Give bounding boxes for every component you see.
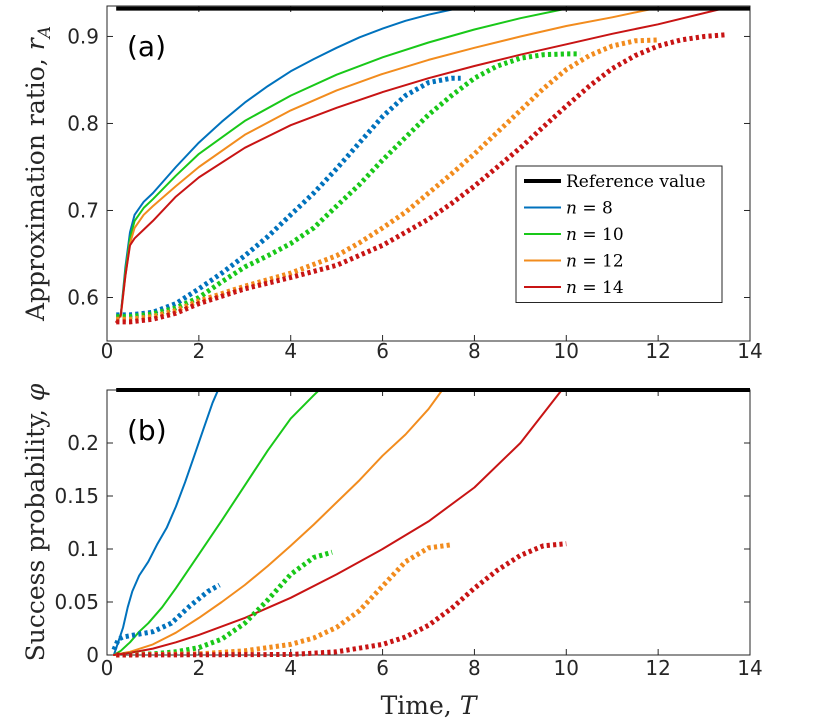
series-n-14-dotted xyxy=(116,541,567,658)
series-n-8 xyxy=(119,7,458,316)
x-tick-label: 4 xyxy=(284,656,297,680)
panel-b: 0 2 4 6 8 10 12 14 0 0.05 0.1 0.15 0.2 (b) Success pro… xyxy=(21,383,763,720)
legend: Reference value n = 8 n = 10 n = 12 n = 14 xyxy=(515,165,723,303)
series-n-8-dotted xyxy=(111,582,221,651)
y-tick-label: 0.7 xyxy=(67,198,99,222)
x-tick-label: 0 xyxy=(101,339,114,363)
y-axis-label: Approximation ratio, rA xyxy=(21,26,55,322)
y-tick-label: 0.05 xyxy=(54,590,99,614)
x-tick-label: 12 xyxy=(645,339,670,363)
series-n-12 xyxy=(112,389,444,656)
x-tick-label: 8 xyxy=(468,656,481,680)
x-tick-label: 2 xyxy=(192,339,205,363)
panel-a: 0 2 4 6 8 10 12 14 0.6 0.7 0.8 0.9 (a) Approximation … xyxy=(21,5,763,363)
series-n-8-dotted xyxy=(116,75,461,318)
x-tick-label: 0 xyxy=(101,656,114,680)
y-axis-label: Success probability, φ xyxy=(21,383,50,661)
series-n-12-dotted xyxy=(116,542,452,658)
y-tick-label: 0 xyxy=(86,643,99,667)
x-tick-label: 14 xyxy=(737,656,762,680)
series-n-14-dotted xyxy=(116,32,728,325)
x-tick-label: 10 xyxy=(554,656,579,680)
y-tick-label: 0.15 xyxy=(54,484,99,508)
series-n-10-dotted xyxy=(116,549,333,658)
y-tick-label: 0.8 xyxy=(67,111,99,135)
x-tick-label: 6 xyxy=(376,656,389,680)
series-n-8 xyxy=(112,389,220,656)
x-tick-label: 6 xyxy=(376,339,389,363)
series-n-10 xyxy=(119,7,568,316)
series-n-12 xyxy=(119,7,655,318)
x-axis-label: Time, T xyxy=(381,691,479,720)
x-tick-label: 8 xyxy=(468,339,481,363)
x-tick-label: 14 xyxy=(737,339,762,363)
legend-label: n = 10 xyxy=(566,225,624,245)
legend-label: n = 8 xyxy=(566,199,613,219)
y-tick-label: 0.6 xyxy=(67,285,99,309)
legend-label: Reference value xyxy=(566,172,706,192)
axes-box xyxy=(106,5,751,342)
y-tick-label: 0.9 xyxy=(67,24,99,48)
x-tick-label: 2 xyxy=(192,656,205,680)
series-n-10-dotted xyxy=(116,51,581,320)
panel-label: (b) xyxy=(127,414,167,447)
series-n-12-dotted xyxy=(116,37,659,322)
x-tick-label: 12 xyxy=(645,656,670,680)
y-tick-label: 0.1 xyxy=(67,537,99,561)
legend-label: n = 12 xyxy=(566,252,624,272)
panel-label: (a) xyxy=(127,30,166,63)
series-n-10 xyxy=(112,389,321,656)
series-n-14 xyxy=(115,7,724,323)
y-tick-label: 0.2 xyxy=(67,431,99,455)
legend-label: n = 14 xyxy=(566,278,624,298)
series-n-14 xyxy=(112,389,563,656)
x-tick-label: 4 xyxy=(284,339,297,363)
x-tick-label: 10 xyxy=(554,339,579,363)
